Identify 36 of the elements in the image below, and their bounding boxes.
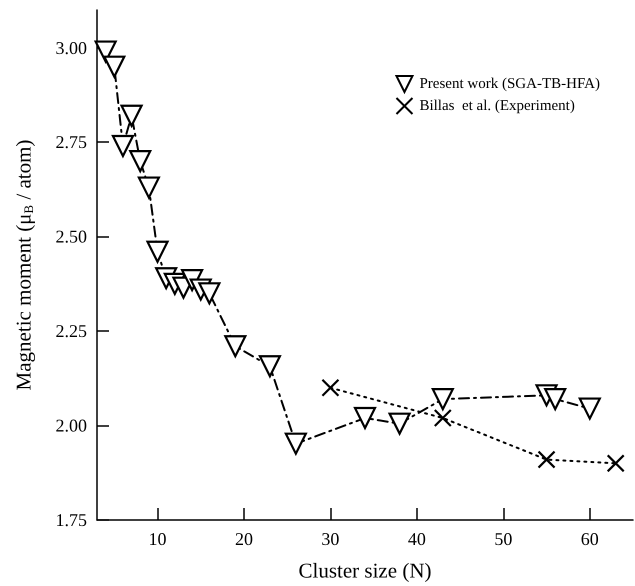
x-tick-label: 30 bbox=[321, 529, 340, 549]
point bbox=[388, 412, 411, 435]
point bbox=[578, 397, 601, 420]
point bbox=[258, 355, 282, 378]
legend-label: Billas et al. (Experiment) bbox=[419, 98, 575, 114]
point bbox=[434, 408, 452, 428]
point bbox=[284, 432, 307, 455]
point bbox=[146, 240, 169, 263]
point bbox=[103, 56, 126, 78]
y-axis-title: Magnetic moment (μB / atom) bbox=[12, 140, 36, 390]
point bbox=[198, 282, 220, 304]
y-tick-label: 2.25 bbox=[56, 321, 87, 342]
point bbox=[138, 176, 160, 199]
point bbox=[224, 335, 246, 358]
y-tick-label: 3.00 bbox=[56, 38, 87, 58]
x-tick-label: 40 bbox=[408, 529, 426, 549]
legend-label: Present work (SGA-TB-HFA) bbox=[419, 76, 600, 92]
point bbox=[94, 40, 117, 63]
x-tick-label: 20 bbox=[234, 529, 253, 549]
x-tick-label: 10 bbox=[148, 529, 167, 549]
x-axis-title: Cluster size (N) bbox=[298, 558, 432, 582]
point bbox=[544, 388, 566, 410]
point bbox=[112, 134, 134, 158]
y-tick-label: 2.00 bbox=[56, 416, 87, 436]
point bbox=[129, 150, 152, 172]
point bbox=[606, 454, 625, 472]
y-tick-label: 2.75 bbox=[56, 132, 87, 152]
y-tick-label: 2.50 bbox=[56, 226, 87, 247]
x-tick-label: 50 bbox=[494, 529, 512, 549]
point bbox=[432, 388, 454, 410]
point bbox=[321, 378, 340, 397]
point bbox=[354, 406, 376, 430]
point bbox=[120, 104, 143, 127]
y-tick-label: 1.75 bbox=[56, 510, 87, 530]
x-tick-label: 60 bbox=[580, 529, 599, 549]
point bbox=[537, 450, 556, 469]
